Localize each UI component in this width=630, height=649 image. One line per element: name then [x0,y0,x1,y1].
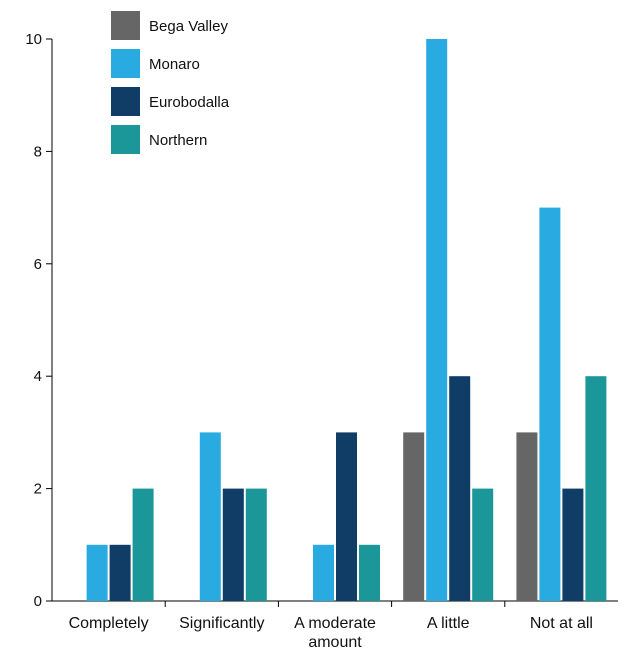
bar-monaro-completely [86,544,108,601]
bar-monaro-a-moderate-amount [313,544,334,601]
bar-monaro-not-at-all [539,207,561,601]
legend-label: Eurobodalla [149,94,230,111]
y-tick-label: 2 [34,481,42,498]
bar-northern-completely [132,488,154,601]
bar-bega-valley-a-little [403,432,425,601]
y-tick-label: 10 [25,31,42,48]
legend: Bega Valley Monaro Eurobodalla Northern [111,11,230,154]
legend-item-bega-valley: Bega Valley [111,11,228,40]
bar-northern-a-moderate-amount [359,544,380,601]
legend-label: Bega Valley [149,18,228,35]
legend-swatch [111,49,140,78]
x-tick-label: Significantly [179,615,264,632]
x-tick-label: A moderate amount [294,615,376,649]
bar-bega-valley-not-at-all [516,432,538,601]
legend-swatch [111,87,140,116]
legend-label: Monaro [149,56,200,73]
bar-monaro-a-little [426,39,448,601]
bar-eurobodalla-a-moderate-amount [336,432,357,601]
bar-eurobodalla-significantly [222,488,244,601]
legend-item-monaro: Monaro [111,49,200,78]
bar-northern-not-at-all [585,376,607,601]
bar-eurobodalla-completely [109,544,131,601]
x-tick-label: Completely [69,615,149,632]
y-tick-label: 0 [34,593,42,610]
legend-swatch [111,11,140,40]
y-tick-label: 6 [34,256,42,273]
legend-item-eurobodalla: Eurobodalla [111,87,230,116]
bar-northern-a-little [472,488,494,601]
x-axis: Completely Significantly A moderate amount A… [52,600,618,649]
y-tick-label: 8 [34,143,42,160]
bar-northern-significantly [245,488,267,601]
legend-swatch [111,125,140,154]
x-tick-label: Not at all [530,615,593,632]
bars [86,39,607,601]
y-tick-label: 4 [34,368,42,385]
y-axis: 0 2 4 6 8 10 [25,31,53,610]
legend-label: Northern [149,132,207,149]
bar-eurobodalla-not-at-all [562,488,584,601]
bar-eurobodalla-a-little [449,376,471,601]
bar-monaro-significantly [199,432,221,601]
x-tick-label: A little [427,615,470,632]
legend-item-northern: Northern [111,125,207,154]
